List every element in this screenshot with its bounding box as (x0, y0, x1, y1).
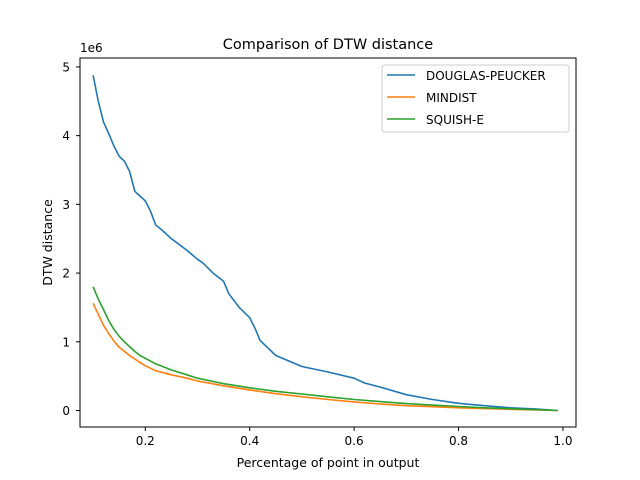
y-axis-label: DTW distance (40, 199, 55, 286)
y-tick-label: 4 (62, 129, 70, 143)
legend-label-mindist: MINDIST (426, 91, 477, 105)
plot-area-frame (79, 57, 577, 428)
legend: DOUGLAS-PEUCKER MINDIST SQUISH-E (381, 64, 570, 133)
legend-label-douglas-peucker: DOUGLAS-PEUCKER (426, 69, 546, 83)
y-tick-label: 1 (62, 335, 70, 349)
legend-label-squish-e: SQUISH-E (426, 113, 484, 127)
y-tick-label: 2 (62, 267, 70, 281)
chart-title: Comparison of DTW distance (223, 37, 433, 53)
series-line-douglas-peucker (92, 75, 558, 412)
x-tick-label: 1.0 (553, 434, 572, 448)
x-tick-label: 0.8 (449, 434, 468, 448)
series-line-squish-e (92, 286, 558, 412)
y-tick-label: 3 (62, 198, 70, 212)
legend-box (381, 64, 570, 133)
x-tick-label: 0.4 (240, 434, 259, 448)
plot-lines (92, 75, 558, 412)
x-tick-label: 0.6 (345, 434, 364, 448)
y-tick-label: 0 (62, 404, 70, 418)
y-axis-ticks: 0 1 2 3 4 5 (62, 60, 80, 418)
y-tick-label: 5 (62, 60, 70, 74)
series-line-mindist (92, 302, 558, 412)
x-axis-label: Percentage of point in output (237, 455, 420, 470)
x-axis-ticks: 0.2 0.4 0.6 0.8 1.0 (136, 427, 572, 448)
y-offset-text: 1e6 (80, 41, 103, 55)
x-tick-label: 0.2 (136, 434, 155, 448)
